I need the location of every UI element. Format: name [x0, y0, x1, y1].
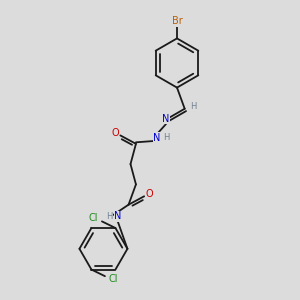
Text: H: H — [163, 134, 169, 142]
Text: Cl: Cl — [109, 274, 118, 284]
Text: Cl: Cl — [89, 213, 98, 224]
Text: H: H — [106, 212, 112, 221]
Text: N: N — [114, 212, 122, 221]
Text: O: O — [111, 128, 119, 138]
Text: Br: Br — [172, 16, 183, 26]
Text: N: N — [162, 114, 170, 124]
Text: H: H — [190, 102, 196, 111]
Text: O: O — [146, 189, 153, 199]
Text: N: N — [153, 133, 161, 143]
